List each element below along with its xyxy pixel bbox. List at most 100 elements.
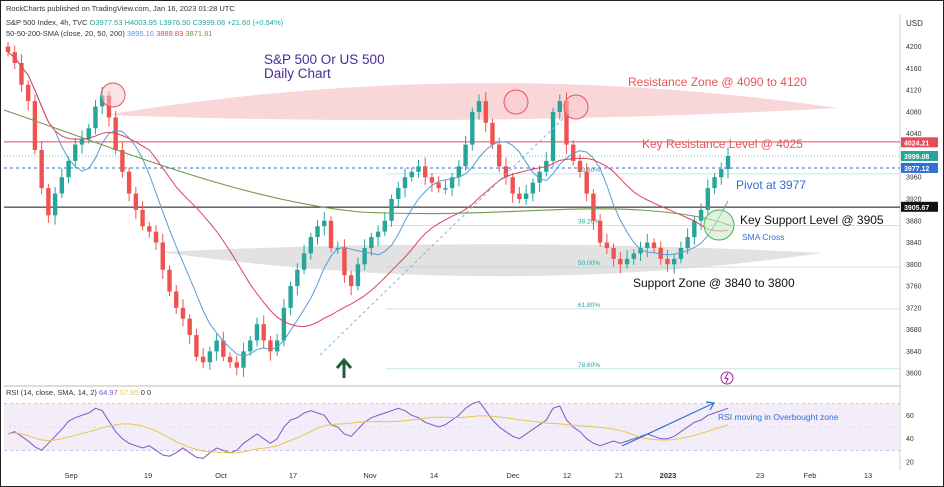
candle-body-25 <box>174 291 179 308</box>
x-label-0: Sep <box>64 471 77 480</box>
sma-legend[interactable]: 50-50-200-SMA (close, 20, 50, 200) 3895.… <box>6 29 212 38</box>
rsi-legend[interactable]: RSI (14, close, SMA, 14, 2) 64.97 57.95 … <box>6 388 151 397</box>
candle-body-44 <box>301 253 307 270</box>
candle-body-91 <box>618 258 623 265</box>
candle-body-54 <box>369 237 374 248</box>
candle-body-21 <box>147 226 152 232</box>
fib-label-1: 38.20% <box>578 219 600 226</box>
candle-body-61 <box>416 166 421 172</box>
price-badge-bg-3 <box>901 201 938 212</box>
candle-body-48 <box>328 220 334 248</box>
candle-body-65 <box>443 188 448 190</box>
candle-body-22 <box>153 231 159 243</box>
rsi-value-3: 0 <box>140 388 145 397</box>
candle-body-27 <box>187 318 192 336</box>
candle-body-79 <box>537 171 542 183</box>
candle-body-37 <box>254 324 260 341</box>
key-support-label: Key Support Level @ 3905 <box>740 213 884 227</box>
candle-body-13 <box>93 106 98 129</box>
currency-label: USD <box>906 19 923 28</box>
sma-cross-label: SMA Cross <box>742 232 785 242</box>
lightning-bolt <box>724 372 729 384</box>
candle-body-47 <box>322 220 327 227</box>
candle-body-4 <box>32 101 38 151</box>
up-arrow-icon <box>335 357 353 378</box>
candle-body-43 <box>295 269 300 287</box>
price-badge-2: 3977.12 <box>904 166 929 173</box>
candle-body-18 <box>126 171 132 194</box>
sma-line: 50-50-200-SMA (close, 20, 50, 200) <box>6 29 125 38</box>
candle-body-85 <box>577 160 583 172</box>
x-label-12: 13 <box>864 471 872 480</box>
rsi-sma-line <box>7 415 729 454</box>
candle-body-97 <box>658 247 663 259</box>
candle-body-100 <box>678 247 684 259</box>
symbol-line: S&P 500 Index, 4h, TVC <box>6 18 88 27</box>
candle-body-33 <box>227 356 233 363</box>
resistance-zone <box>105 83 838 121</box>
ohlc-high: H4003.95 <box>124 18 158 27</box>
candle-body-64 <box>436 182 441 189</box>
candle-body-73 <box>497 144 502 167</box>
lightning-icon <box>720 371 734 385</box>
candle-body-59 <box>402 177 408 189</box>
x-label-2: Oct <box>215 471 228 480</box>
candle-body-38 <box>261 324 266 341</box>
candle-body-19 <box>133 193 139 210</box>
candle-body-40 <box>274 340 280 352</box>
candle-body-20 <box>140 209 145 227</box>
candle-body-24 <box>167 269 172 292</box>
y-tick-12: 4080 <box>906 109 922 116</box>
candle-body-60 <box>409 171 414 178</box>
candle-body-77 <box>523 193 529 199</box>
chart-title-line-0: S&P 500 Or US 500 <box>264 52 385 67</box>
candle-body-17 <box>120 150 125 172</box>
candle-body-68 <box>463 144 468 167</box>
candle-body-46 <box>315 226 320 238</box>
candle-body-45 <box>308 237 314 254</box>
candle-body-86 <box>584 171 589 194</box>
candle-body-106 <box>719 169 724 178</box>
y-tick-7: 3880 <box>906 218 922 225</box>
ohlc-open: O3977.53 <box>89 18 123 27</box>
candle-body-83 <box>564 101 569 145</box>
symbol-legend[interactable]: S&P 500 Index, 4h, TVC O3977.53 H4003.95… <box>6 18 283 27</box>
ohlc-close: C3999.08 <box>192 18 226 27</box>
candle-body-35 <box>241 351 246 368</box>
ohlc-low: L3976.90 <box>159 18 191 27</box>
publisher-line: RockCharts published on TradingView.com,… <box>6 4 235 13</box>
candle-body-62 <box>422 166 428 178</box>
candle-body-96 <box>651 242 657 248</box>
candle-body-28 <box>194 335 199 357</box>
rsi-tick-2: 60 <box>906 413 914 420</box>
y-tick-6: 3840 <box>906 240 922 247</box>
candle-body-55 <box>375 231 381 238</box>
y-tick-2: 3680 <box>906 327 922 334</box>
candle-body-34 <box>234 362 239 368</box>
pivot-label: Pivot at 3977 <box>736 178 806 192</box>
candle-body-93 <box>631 253 636 259</box>
candle-body-50 <box>342 247 347 276</box>
x-label-3: 17 <box>289 471 297 480</box>
candle-body-94 <box>638 247 643 254</box>
candle-body-8 <box>59 177 65 194</box>
candle-body-105 <box>712 177 717 189</box>
y-tick-3: 3720 <box>906 305 922 312</box>
candle-body-9 <box>66 160 71 178</box>
candle-body-90 <box>611 247 616 259</box>
fib-label-2: 50.00% <box>578 260 600 267</box>
trend-line-up <box>319 109 573 356</box>
candle-body-74 <box>503 166 509 178</box>
candle-body-63 <box>429 177 435 183</box>
candle-body-104 <box>705 188 711 210</box>
resistance-circle-1 <box>100 82 126 108</box>
candle-body-7 <box>52 193 58 216</box>
candle-body-30 <box>207 351 213 363</box>
candle-body-58 <box>396 188 401 199</box>
rsi-value-1: 64.97 <box>98 388 118 397</box>
rsi-value-4: 0 <box>146 388 152 397</box>
rsi-tick-1: 40 <box>906 436 914 443</box>
candle-body-89 <box>604 242 610 248</box>
y-tick-14: 4160 <box>906 66 922 73</box>
